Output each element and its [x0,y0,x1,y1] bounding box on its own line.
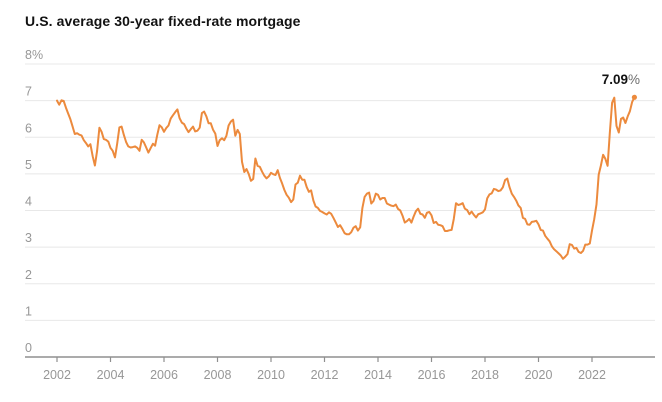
y-axis-label: 6 [25,121,32,135]
x-axis-label: 2008 [204,368,232,382]
y-axis-label: 5 [25,158,32,172]
y-axis-label: 2 [25,268,32,282]
y-axis-label: 8% [25,48,43,62]
x-axis-label: 2022 [578,368,606,382]
mortgage-rate-line [56,96,636,260]
line-end-dot [631,94,638,100]
percent-sign: % [627,72,640,87]
latest-rate-label: 7.09% [594,72,640,87]
latest-rate-value: 7.09 [601,72,628,87]
y-axis-label: 1 [25,304,32,318]
y-axis-label: 3 [25,231,32,245]
x-axis-label: 2004 [97,368,125,382]
x-axis-label: 2016 [418,368,446,382]
x-axis-label: 2012 [311,368,339,382]
y-axis-label: 4 [25,195,32,209]
y-axis-label: 7 [25,85,32,99]
x-axis-label: 2010 [257,368,285,382]
y-axis-label: 0 [25,341,32,355]
x-axis-label: 2018 [471,368,499,382]
x-axis-label: 2020 [525,368,553,382]
chart-title: U.S. average 30-year fixed-rate mortgage [25,13,301,29]
x-axis-label: 2002 [43,368,71,382]
x-axis-label: 2006 [150,368,178,382]
x-axis-label: 2014 [364,368,392,382]
